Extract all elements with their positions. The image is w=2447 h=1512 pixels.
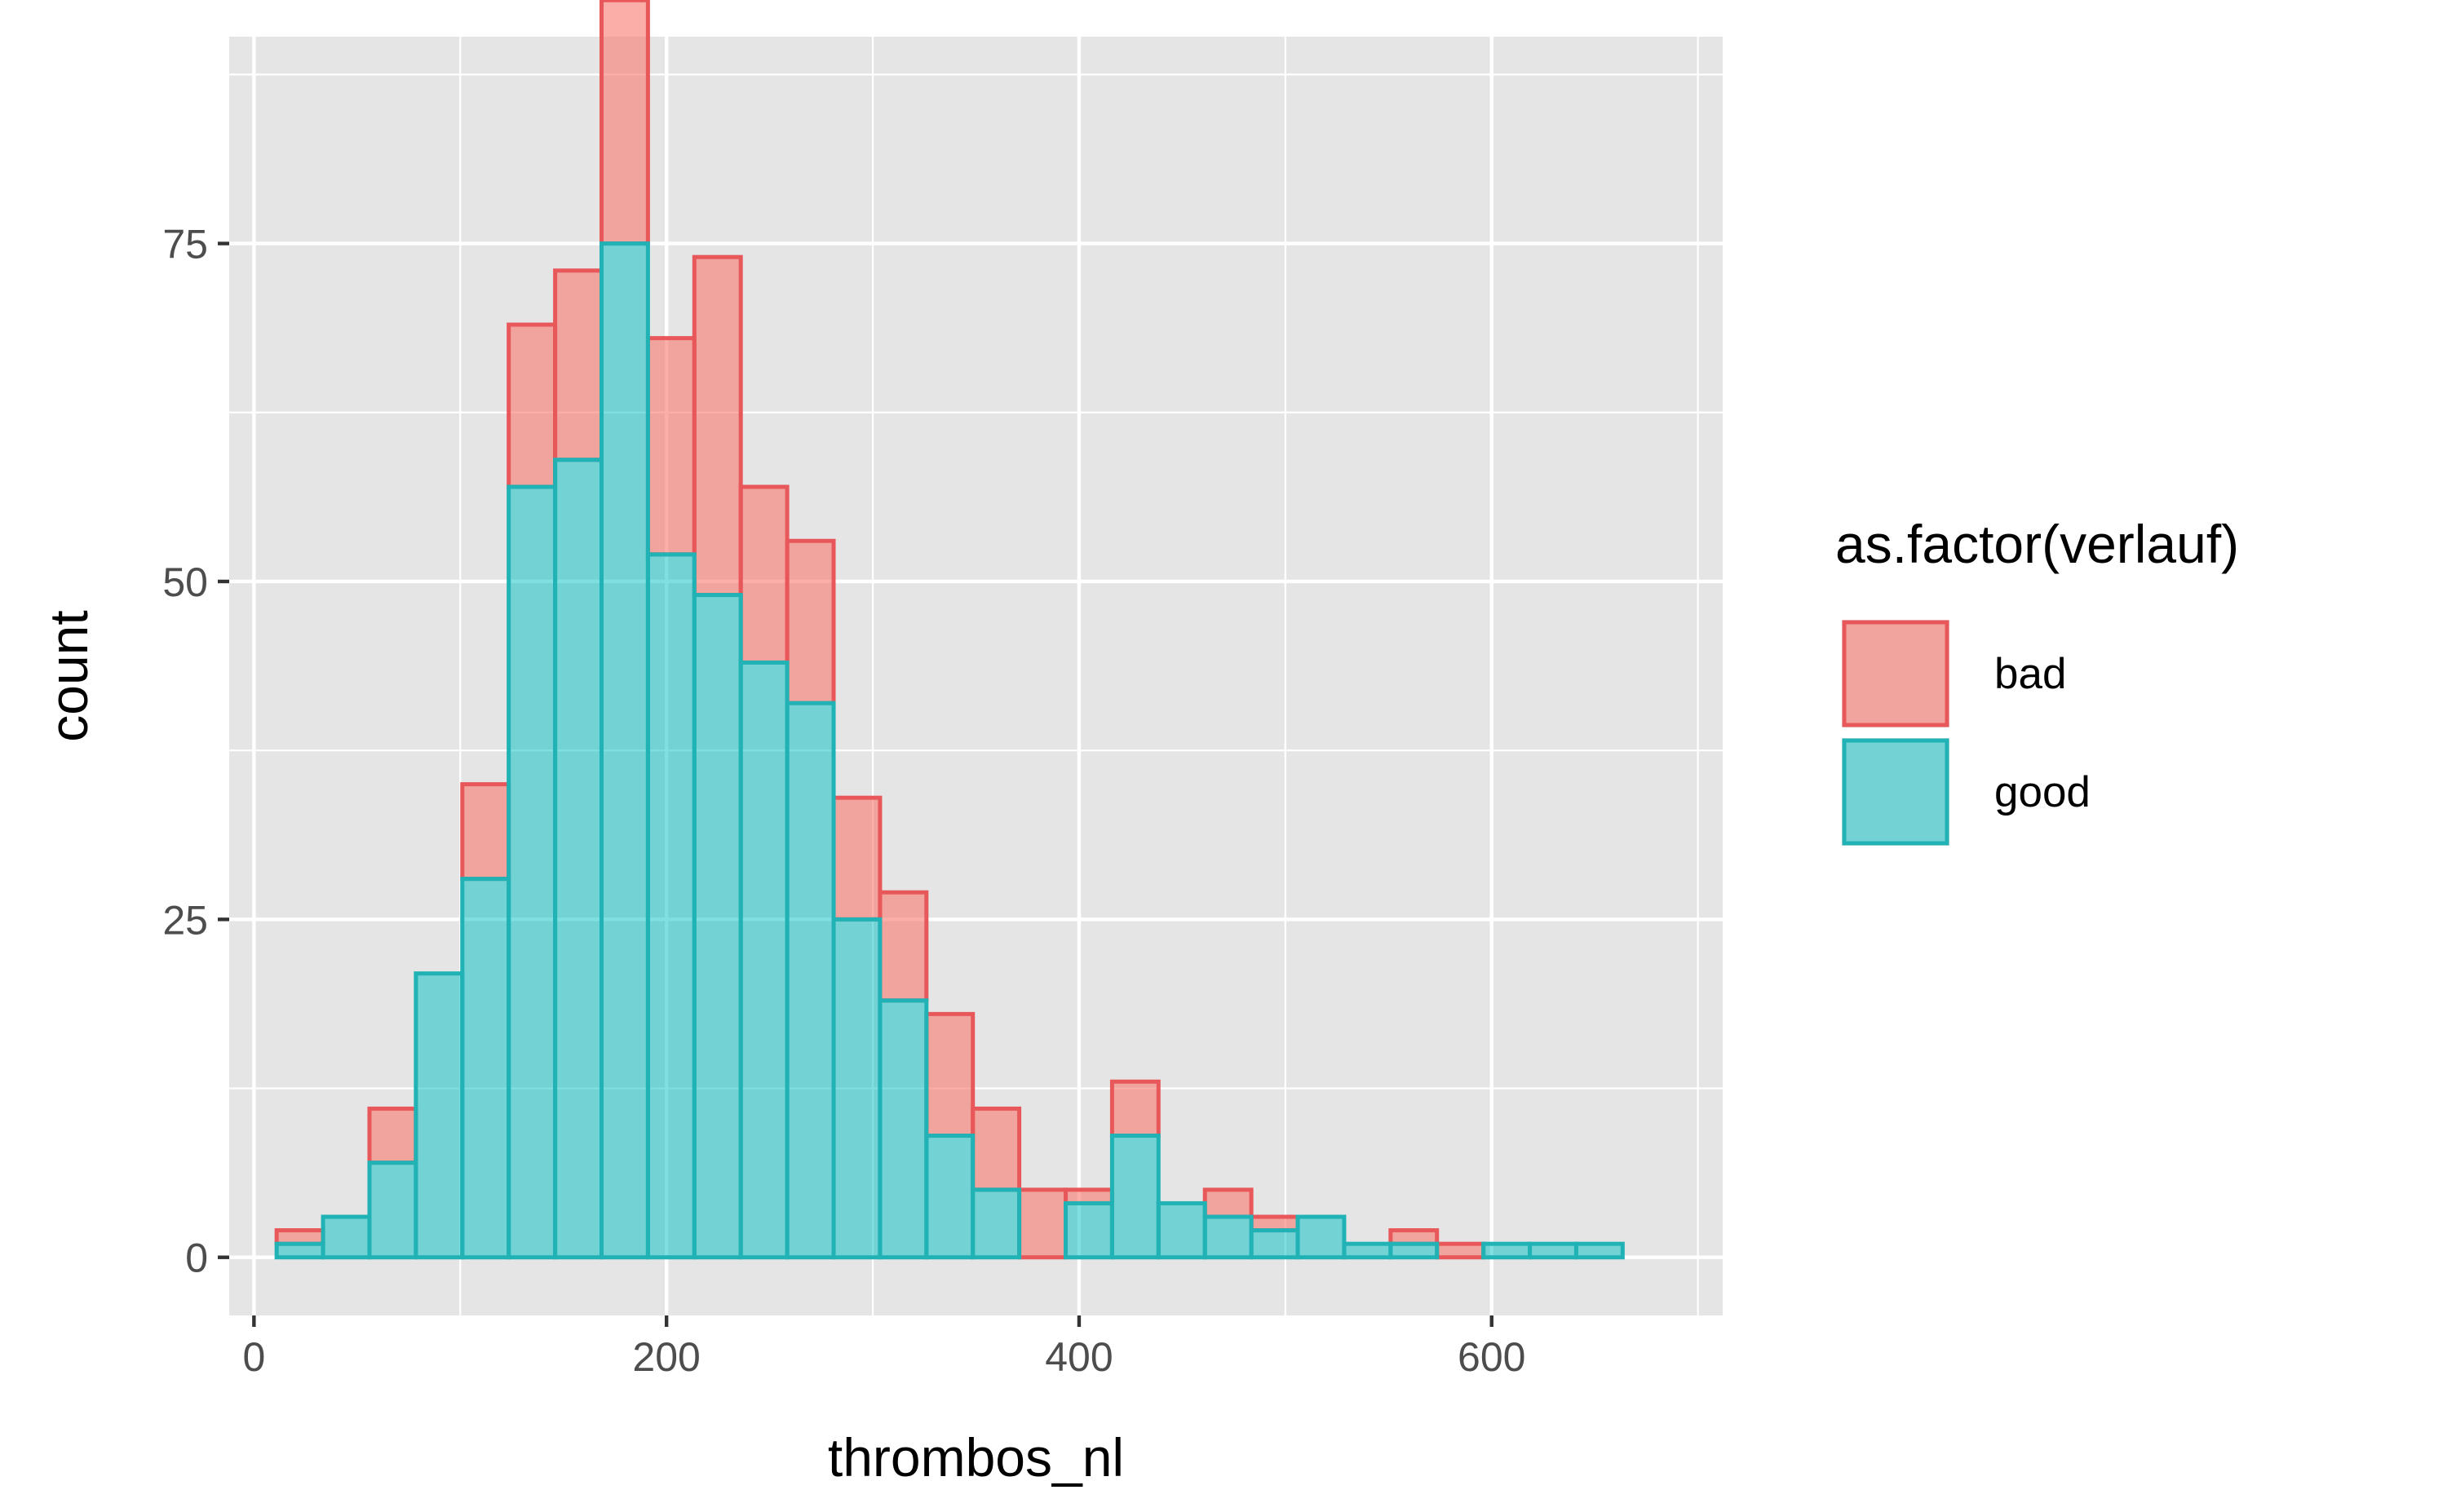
- legend-swatch-good: [1842, 738, 1949, 846]
- bar-bad: [785, 538, 836, 705]
- bar-good: [738, 660, 790, 1260]
- bar-bad: [1017, 1187, 1069, 1260]
- bar-good: [1202, 1214, 1254, 1260]
- bar-good: [878, 998, 929, 1260]
- bar-good: [785, 701, 836, 1260]
- bar-good: [971, 1187, 1022, 1260]
- bar-bad: [738, 484, 790, 665]
- bar-bad: [1109, 1079, 1161, 1138]
- bar-good: [414, 971, 465, 1260]
- legend-swatch-bad: [1842, 620, 1949, 727]
- bar-bad: [645, 336, 697, 557]
- bar-good: [367, 1161, 418, 1260]
- bar-good: [599, 241, 650, 1260]
- y-axis-title: count: [38, 610, 99, 741]
- bar-good: [1388, 1241, 1440, 1260]
- bar-good: [321, 1214, 372, 1260]
- y-tick-label: 0: [185, 1236, 208, 1281]
- bar-good: [553, 458, 604, 1260]
- x-tick-label: 400: [1045, 1334, 1113, 1380]
- bar-good: [274, 1241, 325, 1260]
- bar-good: [1109, 1134, 1161, 1260]
- bar-bad: [692, 254, 743, 598]
- bar-bad: [1202, 1187, 1254, 1219]
- x-axis-title: thrombos_nl: [828, 1427, 1124, 1488]
- bar-good: [460, 877, 511, 1260]
- bar-bad: [507, 322, 558, 489]
- bar-good: [1249, 1228, 1300, 1260]
- bar-good: [1295, 1214, 1347, 1260]
- bar-good: [1156, 1200, 1207, 1260]
- bar-good: [692, 593, 743, 1260]
- y-axis: 0 25 50 75: [162, 222, 229, 1281]
- bar-bad: [599, 0, 650, 246]
- x-tick-label: 0: [242, 1334, 265, 1380]
- legend-title: as.factor(verlauf): [1835, 514, 2239, 574]
- bar-good: [924, 1134, 976, 1260]
- y-tick-label: 25: [162, 897, 208, 943]
- bar-bad: [878, 890, 929, 1003]
- bar-bad: [971, 1106, 1022, 1192]
- bars-good-series: [274, 241, 1625, 1260]
- bar-good: [831, 917, 883, 1260]
- bar-good: [1481, 1241, 1533, 1260]
- x-tick-label: 200: [632, 1334, 700, 1380]
- y-tick-label: 50: [162, 559, 208, 605]
- legend-label-good: good: [1994, 768, 2091, 816]
- bar-bad: [553, 268, 604, 462]
- bar-good: [1528, 1241, 1578, 1260]
- bar-good: [1342, 1241, 1393, 1260]
- bar-bad: [831, 795, 883, 922]
- legend: as.factor(verlauf) bad good: [1835, 514, 2239, 846]
- bar-good: [1573, 1241, 1625, 1260]
- bar-good: [507, 484, 558, 1260]
- bar-bad: [367, 1106, 418, 1165]
- x-tick-label: 600: [1458, 1334, 1525, 1380]
- bar-bad: [1435, 1241, 1486, 1260]
- bar-bad: [460, 782, 511, 882]
- y-tick-label: 75: [162, 222, 208, 267]
- x-axis: 0 200 400 600: [242, 1315, 1525, 1380]
- bar-good: [1064, 1200, 1114, 1260]
- bar-good: [645, 552, 697, 1260]
- legend-label-bad: bad: [1994, 650, 2066, 698]
- bar-bad: [924, 1011, 976, 1138]
